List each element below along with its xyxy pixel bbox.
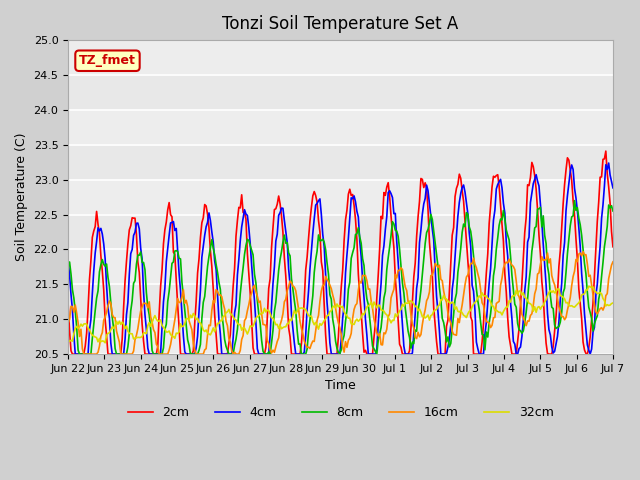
Title: Tonzi Soil Temperature Set A: Tonzi Soil Temperature Set A xyxy=(223,15,459,33)
Line: 16cm: 16cm xyxy=(68,252,613,354)
8cm xyxy=(535,206,543,212)
4cm xyxy=(64,258,72,264)
2cm xyxy=(346,186,354,192)
8cm xyxy=(101,263,109,269)
4cm xyxy=(101,256,109,262)
32cm xyxy=(607,301,615,307)
32cm xyxy=(346,315,354,321)
4cm xyxy=(609,185,617,191)
16cm xyxy=(535,270,543,276)
16cm xyxy=(64,320,72,325)
4cm xyxy=(454,213,461,219)
2cm xyxy=(64,301,72,307)
16cm xyxy=(609,259,617,265)
Line: 2cm: 2cm xyxy=(68,151,613,354)
32cm xyxy=(83,321,90,327)
Bar xyxy=(68,40,613,75)
16cm xyxy=(346,335,354,341)
Bar xyxy=(68,110,613,145)
Y-axis label: Soil Temperature (C): Soil Temperature (C) xyxy=(15,133,28,261)
Text: TZ_fmet: TZ_fmet xyxy=(79,54,136,67)
8cm xyxy=(571,198,579,204)
Bar xyxy=(68,319,613,354)
2cm xyxy=(68,351,76,357)
16cm xyxy=(579,249,587,254)
2cm xyxy=(607,228,615,234)
16cm xyxy=(80,351,88,357)
4cm xyxy=(72,351,79,357)
8cm xyxy=(607,203,615,209)
8cm xyxy=(76,351,83,357)
Bar xyxy=(68,250,613,284)
4cm xyxy=(605,160,612,166)
4cm xyxy=(346,215,354,220)
Line: 8cm: 8cm xyxy=(68,201,613,354)
2cm xyxy=(535,232,543,238)
Bar xyxy=(68,180,613,215)
8cm xyxy=(64,264,72,270)
2cm xyxy=(101,317,109,323)
32cm xyxy=(454,309,461,314)
32cm xyxy=(535,304,543,310)
2cm xyxy=(609,244,617,250)
2cm xyxy=(84,305,92,311)
32cm xyxy=(100,338,108,344)
16cm xyxy=(101,314,109,320)
32cm xyxy=(609,300,617,306)
4cm xyxy=(84,351,92,357)
32cm xyxy=(101,340,109,346)
X-axis label: Time: Time xyxy=(325,379,356,392)
8cm xyxy=(84,351,92,357)
8cm xyxy=(609,208,617,214)
2cm xyxy=(602,148,610,154)
16cm xyxy=(607,262,615,268)
4cm xyxy=(535,183,543,189)
Legend: 2cm, 4cm, 8cm, 16cm, 32cm: 2cm, 4cm, 8cm, 16cm, 32cm xyxy=(123,401,559,424)
32cm xyxy=(64,338,72,344)
Line: 4cm: 4cm xyxy=(68,163,613,354)
8cm xyxy=(346,279,354,285)
8cm xyxy=(454,269,461,275)
16cm xyxy=(454,315,461,321)
4cm xyxy=(607,179,615,184)
16cm xyxy=(84,351,92,357)
Line: 32cm: 32cm xyxy=(68,286,613,343)
2cm xyxy=(454,181,461,187)
32cm xyxy=(585,283,593,289)
